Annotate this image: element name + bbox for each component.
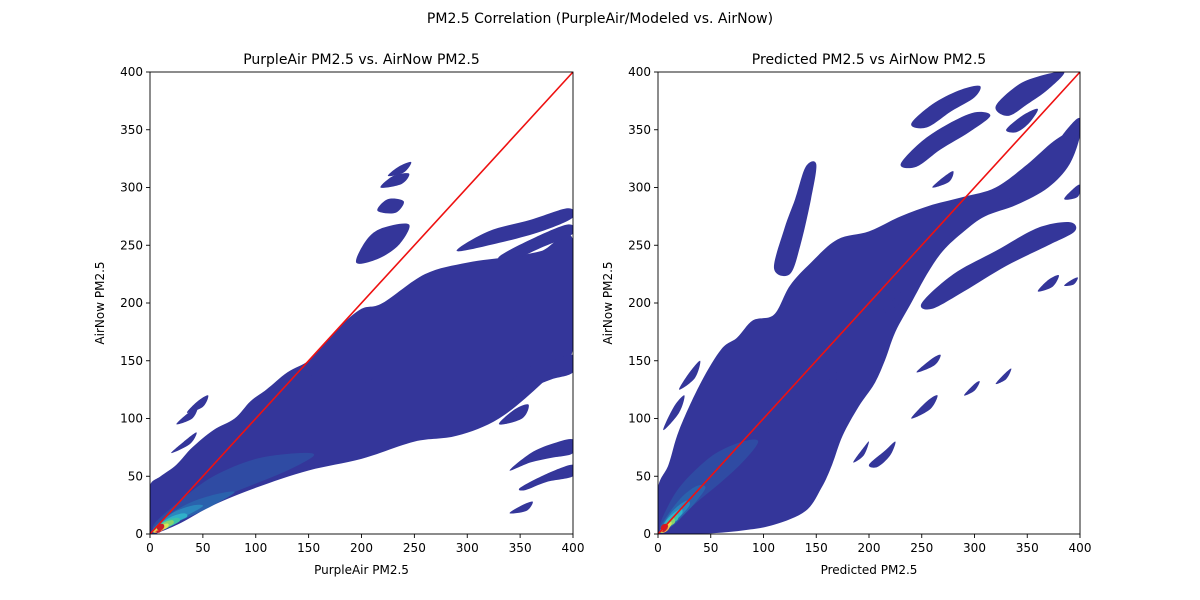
x-tick-label: 100 bbox=[244, 541, 267, 555]
x-tick-label: 100 bbox=[752, 541, 775, 555]
y-tick-label: 300 bbox=[120, 181, 143, 195]
x-tick-label: 250 bbox=[910, 541, 933, 555]
y-tick-label: 150 bbox=[628, 354, 651, 368]
density-contour-level-0 bbox=[911, 85, 981, 129]
x-tick-label: 200 bbox=[858, 541, 881, 555]
x-tick-label: 300 bbox=[456, 541, 479, 555]
density-contour-level-0 bbox=[932, 171, 954, 188]
y-tick-label: 300 bbox=[628, 181, 651, 195]
x-tick-label: 0 bbox=[146, 541, 154, 555]
y-tick-label: 50 bbox=[636, 469, 651, 483]
density-contour-level-0 bbox=[509, 501, 533, 514]
density-contour-level-0 bbox=[663, 395, 685, 431]
plot-area bbox=[658, 72, 1080, 534]
density-contour-level-0 bbox=[509, 438, 573, 471]
identity-reference-line bbox=[658, 72, 1080, 534]
density-contour-level-0 bbox=[826, 360, 854, 384]
density-contour-level-0 bbox=[773, 161, 817, 277]
x-tick-label: 150 bbox=[297, 541, 320, 555]
x-axis-label: PurpleAir PM2.5 bbox=[314, 563, 409, 577]
density-contour-level-0 bbox=[679, 360, 701, 390]
density-contour-level-0 bbox=[387, 161, 412, 177]
density-contour-level-0 bbox=[916, 354, 941, 373]
y-tick-label: 350 bbox=[628, 123, 651, 137]
panel-title: Predicted PM2.5 vs AirNow PM2.5 bbox=[752, 52, 986, 68]
density-contour-level-0 bbox=[995, 72, 1065, 116]
x-tick-label: 150 bbox=[805, 541, 828, 555]
density-contour-level-0 bbox=[920, 222, 1077, 310]
density-contour-level-0 bbox=[176, 406, 198, 425]
density-contour-level-0 bbox=[900, 111, 991, 169]
density-contour-level-0 bbox=[995, 368, 1012, 385]
left-panel-purpleair: 0 50 100 150 200 250 300 350 400 0 50 100 150 200 250 3… bbox=[93, 52, 584, 577]
x-tick-label: 0 bbox=[654, 541, 662, 555]
density-contour-level-0 bbox=[879, 288, 907, 315]
density-contour-level-0 bbox=[377, 198, 404, 214]
x-tick-label: 400 bbox=[1069, 541, 1092, 555]
y-tick-label: 0 bbox=[135, 527, 143, 541]
y-axis-label: AirNow PM2.5 bbox=[601, 261, 615, 344]
identity-reference-line bbox=[150, 72, 573, 534]
x-tick-label: 350 bbox=[1016, 541, 1039, 555]
y-tick-label: 0 bbox=[643, 527, 651, 541]
density-contour-level-0 bbox=[380, 173, 410, 188]
density-contour-level-0 bbox=[1064, 277, 1078, 287]
x-tick-label: 50 bbox=[195, 541, 210, 555]
density-contour-level-0 bbox=[658, 129, 1080, 534]
density-contour-level-0 bbox=[868, 441, 896, 468]
x-tick-label: 350 bbox=[509, 541, 532, 555]
y-tick-label: 250 bbox=[120, 238, 143, 252]
density-contour-level-0 bbox=[1037, 275, 1059, 292]
density-contour-level-0 bbox=[308, 360, 378, 385]
density-contour-level-0 bbox=[171, 432, 197, 454]
density-contour-level-0 bbox=[498, 404, 529, 425]
plot-area bbox=[150, 72, 573, 534]
y-tick-label: 350 bbox=[120, 123, 143, 137]
y-tick-label: 250 bbox=[628, 238, 651, 252]
panel-title: PurpleAir PM2.5 vs. AirNow PM2.5 bbox=[243, 52, 480, 68]
density-contour-level-0 bbox=[964, 381, 980, 396]
density-contour-level-0 bbox=[995, 196, 1017, 211]
density-contour-level-0 bbox=[498, 224, 573, 262]
density-contour-level-0 bbox=[456, 208, 573, 252]
density-contour-level-0 bbox=[518, 464, 573, 491]
y-tick-label: 100 bbox=[120, 412, 143, 426]
density-contour-level-0 bbox=[509, 354, 573, 387]
x-tick-label: 400 bbox=[562, 541, 585, 555]
x-tick-label: 50 bbox=[703, 541, 718, 555]
y-tick-label: 400 bbox=[628, 65, 651, 79]
figure-suptitle: PM2.5 Correlation (PurpleAir/Modeled vs.… bbox=[427, 11, 773, 27]
x-axis-label: Predicted PM2.5 bbox=[821, 563, 918, 577]
x-tick-label: 300 bbox=[963, 541, 986, 555]
density-contour-level-0 bbox=[853, 441, 869, 463]
x-tick-label: 250 bbox=[403, 541, 426, 555]
y-tick-label: 50 bbox=[128, 469, 143, 483]
right-panel-predicted: 0 50 100 150 200 250 300 350 400 0 50 100 150 200 250 3… bbox=[601, 52, 1091, 577]
x-tick-label: 200 bbox=[350, 541, 373, 555]
y-tick-label: 400 bbox=[120, 65, 143, 79]
y-tick-label: 100 bbox=[628, 412, 651, 426]
density-contour-level-0 bbox=[1016, 226, 1044, 246]
density-contour-level-0 bbox=[805, 420, 825, 436]
density-contour-level-0 bbox=[1006, 108, 1038, 133]
density-contour-level-0 bbox=[1053, 131, 1072, 148]
density-contour-level-0 bbox=[1064, 184, 1080, 200]
y-axis-label: AirNow PM2.5 bbox=[93, 261, 107, 344]
density-contour-level-0 bbox=[186, 395, 209, 413]
y-tick-label: 200 bbox=[120, 296, 143, 310]
density-contour-level-0 bbox=[355, 223, 410, 264]
y-tick-label: 150 bbox=[120, 354, 143, 368]
density-contour-level-0 bbox=[911, 395, 938, 419]
density-contour-level-0 bbox=[1037, 134, 1075, 183]
y-tick-label: 200 bbox=[628, 296, 651, 310]
